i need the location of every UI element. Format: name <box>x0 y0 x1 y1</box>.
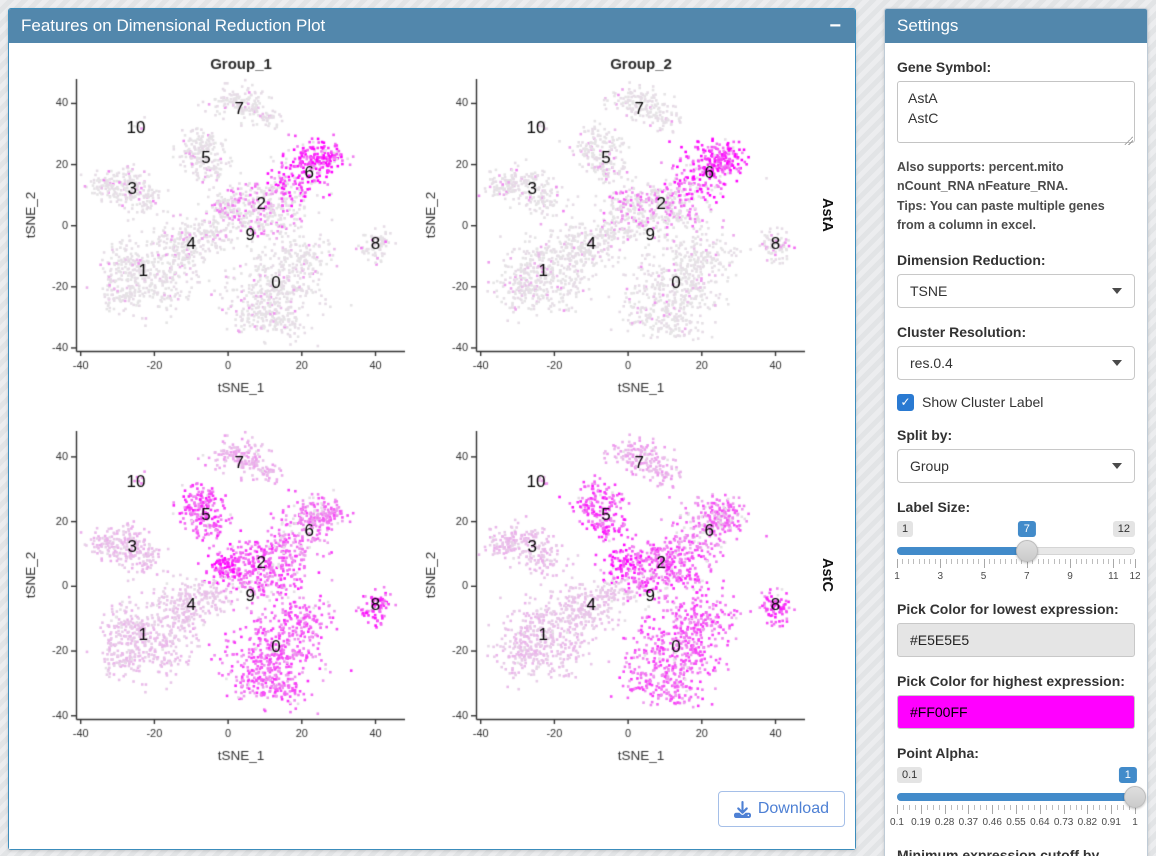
settings-header: Settings <box>885 9 1147 43</box>
dimension-reduction-label: Dimension Reduction: <box>897 251 1046 268</box>
chevron-down-icon <box>1112 287 1122 294</box>
label-size-slider[interactable]: 1 12 7 1 3 5 7 9 11 12 <box>894 520 1141 582</box>
download-icon <box>733 800 751 818</box>
collapse-button[interactable]: − <box>825 16 845 36</box>
point-alpha-slider[interactable]: 0.1110.10.190.280.370.460.550.640.730.82… <box>890 766 1146 831</box>
low-color-label: Pick Color for lowest expression: <box>897 600 1119 617</box>
plot-box-title: Features on Dimensional Reduction Plot <box>21 16 326 35</box>
show-cluster-label-text: Show Cluster Label <box>922 394 1044 410</box>
dimension-reduction-select[interactable]: TSNE <box>897 273 1135 308</box>
download-label: Download <box>757 800 829 817</box>
settings-title: Settings <box>897 16 959 35</box>
low-color-input[interactable]: #E5E5E5 <box>897 622 1135 657</box>
tsne-plot-asta-group2 <box>415 49 815 417</box>
facet-strip-asta: AstA <box>819 198 835 232</box>
point-alpha-label: Point Alpha: <box>897 744 979 761</box>
tsne-plot-astc-group2 <box>415 417 815 785</box>
plot-box-body: AstA AstC Download <box>9 43 855 849</box>
download-button[interactable]: Download <box>717 791 845 827</box>
help-line-2: Tips: You can paste multiple genes from … <box>897 198 1105 233</box>
plot-box-header: Features on Dimensional Reduction Plot − <box>9 9 855 43</box>
label-size-label: Label Size: <box>897 498 971 515</box>
high-color-label: Pick Color for highest expression: <box>897 672 1125 689</box>
tsne-plot-astc-group1 <box>15 417 415 785</box>
cluster-resolution-select[interactable]: res.0.4 <box>897 345 1135 380</box>
feature-plot-grid: AstA AstC <box>15 49 849 785</box>
split-by-select[interactable]: Group <box>897 448 1135 483</box>
settings-body: Gene Symbol: AstA AstC Also supports: pe… <box>885 43 1147 856</box>
split-by-value: Group <box>910 457 949 474</box>
cluster-resolution-value: res.0.4 <box>910 354 953 371</box>
split-by-label: Split by: <box>897 426 953 443</box>
tsne-plot-asta-group1 <box>15 49 415 417</box>
gene-symbol-label: Gene Symbol: <box>897 59 992 75</box>
chevron-down-icon <box>1112 359 1122 366</box>
download-row: Download <box>15 785 849 827</box>
gene-symbol-input[interactable]: AstA AstC <box>897 81 1135 143</box>
show-cluster-label-checkbox[interactable]: ✓ Show Cluster Label <box>897 393 1135 411</box>
help-text: Also supports: percent.mito nCount_RNA n… <box>897 158 1135 236</box>
feature-plot-box: Features on Dimensional Reduction Plot −… <box>8 8 856 850</box>
settings-panel: Settings Gene Symbol: AstA AstC Also sup… <box>884 8 1148 856</box>
high-color-input[interactable]: #FF00FF <box>897 694 1135 729</box>
gene-symbol-wrap: AstA AstC <box>897 81 1135 148</box>
checkbox-check-icon: ✓ <box>897 393 914 411</box>
help-line-1: Also supports: percent.mito nCount_RNA n… <box>897 160 1069 194</box>
chevron-down-icon <box>1112 462 1122 469</box>
min-cutoff-label: Minimum expression cutoff by <box>897 846 1100 856</box>
cluster-resolution-label: Cluster Resolution: <box>897 323 1027 340</box>
dimension-reduction-value: TSNE <box>910 282 948 299</box>
facet-strip-astc: AstC <box>819 558 835 592</box>
